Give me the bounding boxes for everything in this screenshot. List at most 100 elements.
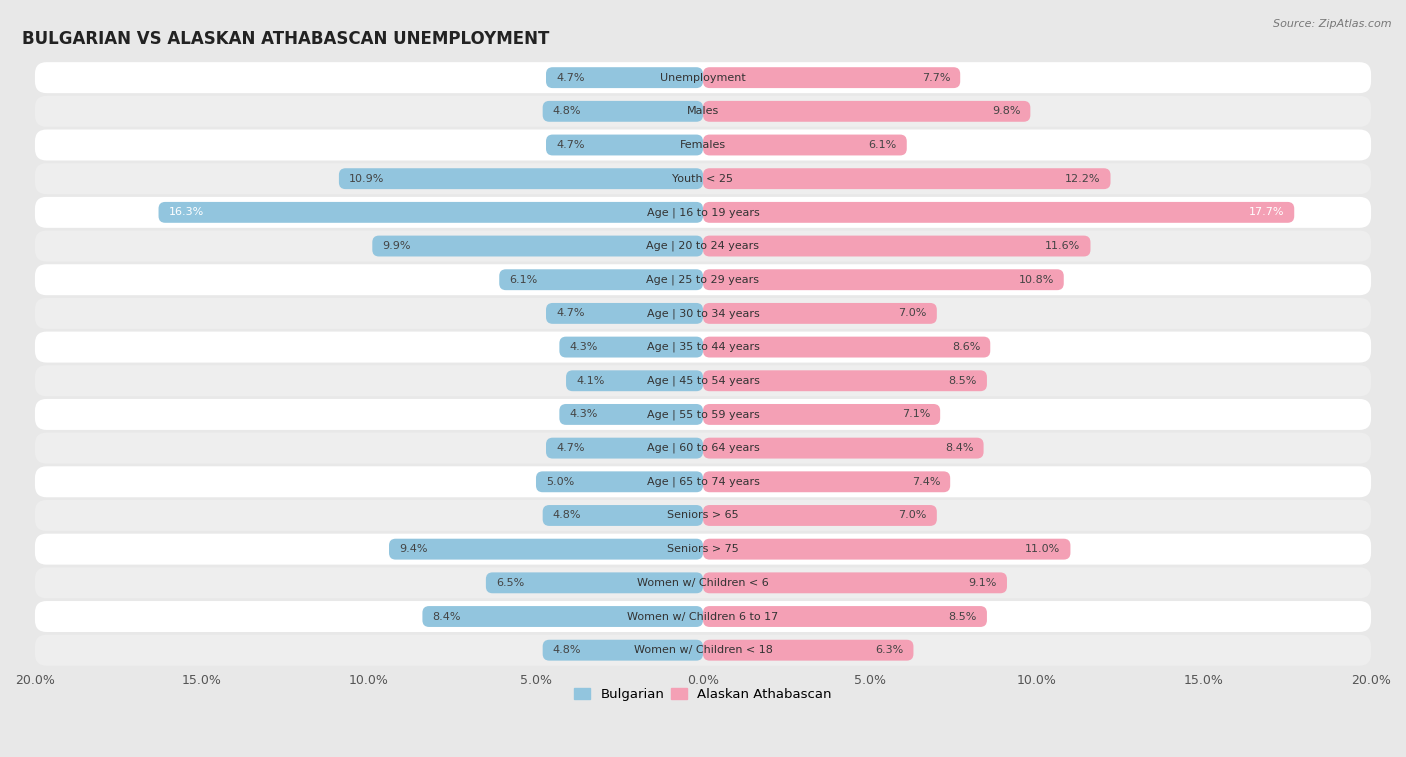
- Text: 11.0%: 11.0%: [1025, 544, 1060, 554]
- FancyBboxPatch shape: [543, 505, 703, 526]
- FancyBboxPatch shape: [703, 370, 987, 391]
- Text: 9.9%: 9.9%: [382, 241, 411, 251]
- Text: Age | 60 to 64 years: Age | 60 to 64 years: [647, 443, 759, 453]
- FancyBboxPatch shape: [35, 432, 1371, 463]
- FancyBboxPatch shape: [703, 606, 987, 627]
- FancyBboxPatch shape: [703, 337, 990, 357]
- Text: Age | 35 to 44 years: Age | 35 to 44 years: [647, 342, 759, 352]
- FancyBboxPatch shape: [35, 466, 1371, 497]
- Text: 4.3%: 4.3%: [569, 342, 598, 352]
- Text: 6.1%: 6.1%: [869, 140, 897, 150]
- FancyBboxPatch shape: [339, 168, 703, 189]
- FancyBboxPatch shape: [703, 67, 960, 88]
- FancyBboxPatch shape: [35, 634, 1371, 665]
- Text: 11.6%: 11.6%: [1045, 241, 1080, 251]
- FancyBboxPatch shape: [703, 572, 1007, 593]
- FancyBboxPatch shape: [703, 303, 936, 324]
- FancyBboxPatch shape: [35, 231, 1371, 261]
- Text: 6.5%: 6.5%: [496, 578, 524, 588]
- FancyBboxPatch shape: [486, 572, 703, 593]
- Text: 4.7%: 4.7%: [555, 73, 585, 83]
- Text: 16.3%: 16.3%: [169, 207, 204, 217]
- FancyBboxPatch shape: [35, 164, 1371, 195]
- FancyBboxPatch shape: [567, 370, 703, 391]
- FancyBboxPatch shape: [159, 202, 703, 223]
- Text: 4.8%: 4.8%: [553, 645, 581, 656]
- Text: 7.4%: 7.4%: [911, 477, 941, 487]
- Text: 4.7%: 4.7%: [555, 443, 585, 453]
- Text: 7.0%: 7.0%: [898, 308, 927, 319]
- Text: 4.7%: 4.7%: [555, 308, 585, 319]
- Text: Age | 65 to 74 years: Age | 65 to 74 years: [647, 477, 759, 487]
- FancyBboxPatch shape: [35, 366, 1371, 396]
- Text: Unemployment: Unemployment: [661, 73, 745, 83]
- Text: Seniors > 75: Seniors > 75: [666, 544, 740, 554]
- Text: 8.5%: 8.5%: [949, 375, 977, 386]
- Text: 4.8%: 4.8%: [553, 106, 581, 117]
- Text: 8.5%: 8.5%: [949, 612, 977, 621]
- Text: 8.4%: 8.4%: [433, 612, 461, 621]
- FancyBboxPatch shape: [35, 399, 1371, 430]
- Legend: Bulgarian, Alaskan Athabascan: Bulgarian, Alaskan Athabascan: [569, 682, 837, 706]
- FancyBboxPatch shape: [35, 567, 1371, 598]
- FancyBboxPatch shape: [35, 96, 1371, 127]
- Text: 7.0%: 7.0%: [898, 510, 927, 521]
- Text: 4.3%: 4.3%: [569, 410, 598, 419]
- FancyBboxPatch shape: [35, 129, 1371, 160]
- FancyBboxPatch shape: [703, 101, 1031, 122]
- FancyBboxPatch shape: [35, 500, 1371, 531]
- Text: Males: Males: [688, 106, 718, 117]
- Text: 9.4%: 9.4%: [399, 544, 427, 554]
- FancyBboxPatch shape: [560, 337, 703, 357]
- FancyBboxPatch shape: [546, 135, 703, 155]
- FancyBboxPatch shape: [546, 303, 703, 324]
- FancyBboxPatch shape: [35, 264, 1371, 295]
- FancyBboxPatch shape: [560, 404, 703, 425]
- Text: 9.1%: 9.1%: [969, 578, 997, 588]
- Text: 5.0%: 5.0%: [546, 477, 574, 487]
- Text: 6.1%: 6.1%: [509, 275, 537, 285]
- Text: BULGARIAN VS ALASKAN ATHABASCAN UNEMPLOYMENT: BULGARIAN VS ALASKAN ATHABASCAN UNEMPLOY…: [21, 30, 548, 48]
- Text: 4.7%: 4.7%: [555, 140, 585, 150]
- Text: 7.1%: 7.1%: [901, 410, 931, 419]
- FancyBboxPatch shape: [35, 332, 1371, 363]
- Text: Seniors > 65: Seniors > 65: [668, 510, 738, 521]
- FancyBboxPatch shape: [35, 62, 1371, 93]
- FancyBboxPatch shape: [543, 640, 703, 661]
- FancyBboxPatch shape: [536, 472, 703, 492]
- Text: Age | 55 to 59 years: Age | 55 to 59 years: [647, 410, 759, 419]
- Text: Women w/ Children 6 to 17: Women w/ Children 6 to 17: [627, 612, 779, 621]
- FancyBboxPatch shape: [703, 472, 950, 492]
- FancyBboxPatch shape: [546, 438, 703, 459]
- Text: 8.6%: 8.6%: [952, 342, 980, 352]
- Text: Women w/ Children < 6: Women w/ Children < 6: [637, 578, 769, 588]
- Text: 8.4%: 8.4%: [945, 443, 973, 453]
- FancyBboxPatch shape: [35, 601, 1371, 632]
- FancyBboxPatch shape: [703, 235, 1091, 257]
- FancyBboxPatch shape: [703, 640, 914, 661]
- FancyBboxPatch shape: [389, 539, 703, 559]
- Text: Age | 16 to 19 years: Age | 16 to 19 years: [647, 207, 759, 217]
- Text: 4.8%: 4.8%: [553, 510, 581, 521]
- Text: Source: ZipAtlas.com: Source: ZipAtlas.com: [1274, 19, 1392, 29]
- FancyBboxPatch shape: [703, 539, 1070, 559]
- Text: Women w/ Children < 18: Women w/ Children < 18: [634, 645, 772, 656]
- Text: Females: Females: [681, 140, 725, 150]
- FancyBboxPatch shape: [543, 101, 703, 122]
- Text: 17.7%: 17.7%: [1249, 207, 1284, 217]
- Text: 4.1%: 4.1%: [576, 375, 605, 386]
- FancyBboxPatch shape: [35, 197, 1371, 228]
- Text: Age | 30 to 34 years: Age | 30 to 34 years: [647, 308, 759, 319]
- Text: 10.9%: 10.9%: [349, 173, 384, 184]
- Text: Age | 20 to 24 years: Age | 20 to 24 years: [647, 241, 759, 251]
- FancyBboxPatch shape: [703, 404, 941, 425]
- FancyBboxPatch shape: [499, 269, 703, 290]
- FancyBboxPatch shape: [546, 67, 703, 88]
- FancyBboxPatch shape: [422, 606, 703, 627]
- Text: Youth < 25: Youth < 25: [672, 173, 734, 184]
- FancyBboxPatch shape: [703, 438, 984, 459]
- FancyBboxPatch shape: [703, 505, 936, 526]
- Text: 12.2%: 12.2%: [1064, 173, 1101, 184]
- FancyBboxPatch shape: [35, 298, 1371, 329]
- FancyBboxPatch shape: [35, 534, 1371, 565]
